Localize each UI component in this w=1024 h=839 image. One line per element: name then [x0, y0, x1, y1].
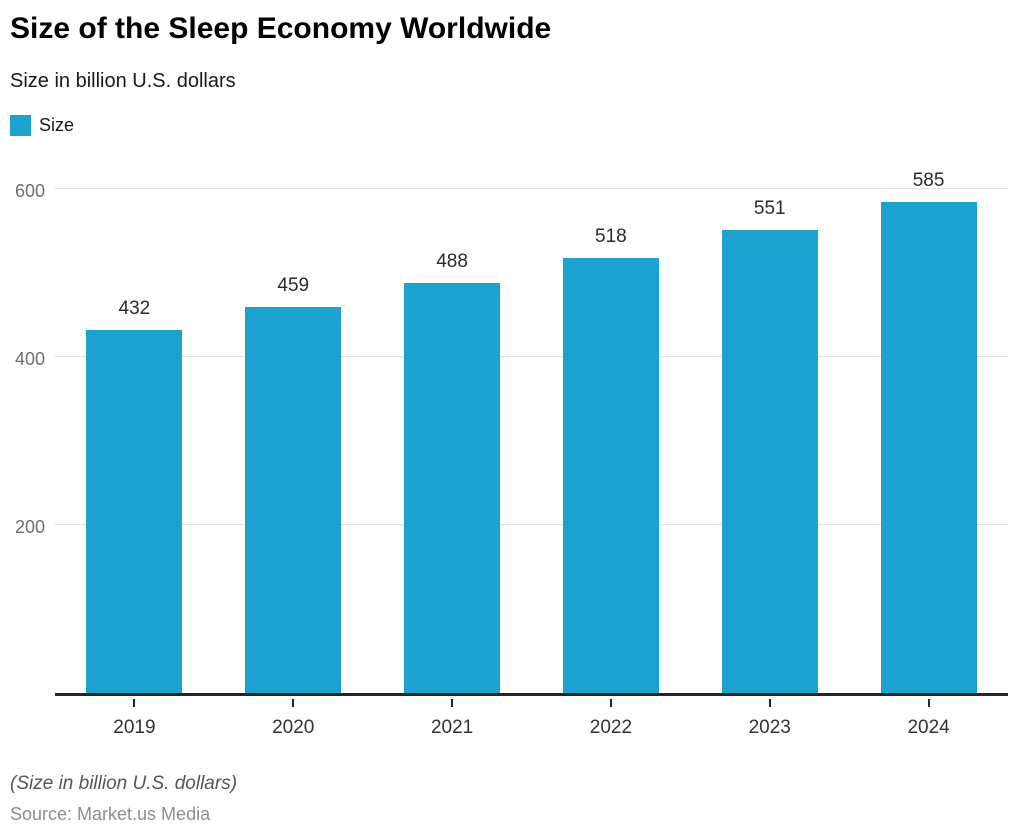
gridline-600 — [55, 188, 1008, 189]
legend-item-size[interactable]: Size — [10, 115, 1014, 136]
x-tick-label-2021: 2021 — [430, 717, 474, 738]
x-tick-2024 — [927, 699, 930, 707]
value-label-2024: 585 — [912, 169, 945, 191]
y-tick-label-400: 400 — [14, 349, 45, 369]
value-label-2021: 488 — [436, 251, 468, 273]
value-label-2022: 518 — [595, 225, 627, 247]
source-text: Source: Market.us Media — [10, 804, 211, 824]
bar-2019[interactable] — [86, 330, 183, 693]
x-tick-label-2024: 2024 — [907, 717, 950, 738]
bar-2023[interactable] — [721, 230, 818, 693]
legend-swatch-icon — [10, 115, 31, 136]
x-tick-label-2020: 2020 — [272, 717, 315, 738]
legend-label: Size — [39, 115, 75, 135]
x-tick-2021 — [451, 699, 454, 707]
bar-2022[interactable] — [562, 257, 659, 693]
x-tick-2022 — [609, 699, 612, 707]
footer-note: (Size in billion U.S. dollars) — [10, 773, 238, 794]
y-tick-label-200: 200 — [14, 517, 45, 537]
x-tick-label-2019: 2019 — [113, 717, 156, 738]
x-tick-2019 — [133, 699, 136, 707]
bar-2024[interactable] — [880, 201, 977, 693]
x-tick-label-2023: 2023 — [748, 717, 791, 738]
bar-2021[interactable] — [404, 283, 501, 693]
bar-2020[interactable] — [245, 307, 342, 693]
value-label-2019: 432 — [118, 298, 151, 320]
x-axis: 2019 2020 2021 2022 2023 2024 — [55, 699, 1008, 759]
page-title: Size of the Sleep Economy Worldwide — [10, 12, 552, 45]
y-tick-label-600: 600 — [14, 181, 45, 201]
plot-area: 432 459 488 518 551 585 — [55, 150, 1008, 696]
x-tick-2023 — [768, 699, 771, 707]
x-tick-2020 — [292, 699, 295, 707]
value-label-2020: 459 — [277, 275, 310, 297]
x-tick-label-2022: 2022 — [589, 717, 633, 738]
gridline-400 — [55, 356, 1008, 357]
gridline-200 — [55, 524, 1008, 525]
value-label-2023: 551 — [753, 198, 786, 220]
chart-subtitle: Size in billion U.S. dollars — [10, 70, 236, 92]
